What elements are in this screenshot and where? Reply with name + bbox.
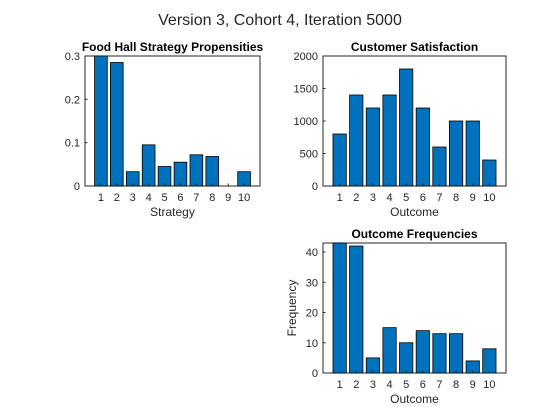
satisfaction-xtick-label: 9 (470, 192, 476, 204)
propensities-xtick-label: 4 (146, 192, 152, 204)
frequencies-xtick-label: 3 (370, 379, 376, 391)
satisfaction-xtick-label: 1 (337, 192, 343, 204)
frequencies-xlabel: Outcome (390, 392, 439, 406)
frequencies-bar-6 (416, 331, 429, 373)
propensities-title: Food Hall Strategy Propensities (82, 40, 264, 54)
frequencies-xtick-label: 8 (453, 379, 459, 391)
propensities-xtick-label: 1 (98, 192, 104, 204)
frequencies-bar-7 (433, 334, 446, 373)
frequencies-ytick-label: 20 (306, 308, 318, 320)
frequencies-bar-5 (400, 343, 413, 373)
figure-title: Version 3, Cohort 4, Iteration 5000 (158, 12, 402, 29)
propensities-xtick-label: 7 (193, 192, 199, 204)
propensities-xtick-label: 10 (238, 192, 250, 204)
frequencies-xtick-label: 1 (337, 379, 343, 391)
satisfaction-bar-10 (483, 160, 496, 186)
propensities-bar-7 (190, 155, 203, 186)
propensities-xlabel: Strategy (150, 205, 195, 219)
propensities-bar-4 (142, 145, 155, 186)
satisfaction-bar-9 (466, 121, 479, 186)
propensities-ytick-label: 0.3 (65, 51, 80, 63)
satisfaction-ytick-label: 0 (312, 181, 318, 193)
frequencies-xtick-label: 4 (386, 379, 392, 391)
propensities-ytick-label: 0 (74, 181, 80, 193)
satisfaction-bar-1 (333, 134, 346, 186)
frequencies-ytick-label: 10 (306, 338, 318, 350)
propensities-xtick-label: 9 (225, 192, 231, 204)
satisfaction-bar-6 (416, 108, 429, 186)
satisfaction-xtick-label: 10 (483, 192, 495, 204)
satisfaction-xtick-label: 3 (370, 192, 376, 204)
satisfaction-xtick-label: 2 (353, 192, 359, 204)
satisfaction-ytick-label: 500 (300, 149, 318, 161)
propensities-ytick-label: 0.2 (65, 94, 80, 106)
propensities-bar-5 (158, 167, 171, 187)
propensities-bar-6 (174, 162, 187, 186)
frequencies-bar-8 (449, 334, 462, 373)
satisfaction-title: Customer Satisfaction (351, 40, 478, 54)
frequencies-bar-1 (333, 243, 346, 373)
satisfaction-xtick-label: 7 (436, 192, 442, 204)
satisfaction-xlabel: Outcome (390, 205, 439, 219)
propensities-xtick-label: 6 (177, 192, 183, 204)
frequencies-bar-2 (350, 246, 363, 373)
frequencies-xtick-label: 2 (353, 379, 359, 391)
frequencies-xtick-label: 10 (483, 379, 495, 391)
satisfaction-bar-3 (366, 108, 379, 186)
frequencies-xtick-label: 5 (403, 379, 409, 391)
satisfaction-bar-4 (383, 95, 396, 186)
frequencies-bar-10 (483, 349, 496, 373)
frequencies-ytick-label: 40 (306, 247, 318, 259)
frequencies-chart: 1 2 3 4 5 6 7 8 9 10 0 10 20 30 40 Outcome Frequencies O… (285, 227, 506, 406)
frequencies-title: Outcome Frequencies (351, 227, 477, 241)
propensities-bar-2 (110, 63, 123, 187)
satisfaction-ytick-label: 2000 (294, 51, 318, 63)
satisfaction-xtick-label: 6 (420, 192, 426, 204)
propensities-xtick-label: 2 (114, 192, 120, 204)
satisfaction-chart: 1 2 3 4 5 6 7 8 9 10 0 500 1000 1500 2000 Customer Sati… (294, 40, 506, 219)
satisfaction-bar-7 (433, 147, 446, 186)
frequencies-xtick-label: 7 (436, 379, 442, 391)
frequencies-xtick-label: 9 (470, 379, 476, 391)
frequencies-ytick-label: 0 (312, 368, 318, 380)
satisfaction-xtick-label: 8 (453, 192, 459, 204)
frequencies-xtick-label: 6 (420, 379, 426, 391)
propensities-bar-1 (95, 56, 108, 186)
propensities-xtick-label: 5 (161, 192, 167, 204)
satisfaction-bar-8 (449, 121, 462, 186)
satisfaction-xtick-label: 5 (403, 192, 409, 204)
frequencies-ytick-label: 30 (306, 277, 318, 289)
frequencies-bar-4 (383, 328, 396, 373)
satisfaction-bar-5 (400, 69, 413, 186)
frequencies-ylabel: Frequency (285, 280, 299, 337)
satisfaction-bar-2 (350, 95, 363, 186)
satisfaction-ytick-label: 1000 (294, 116, 318, 128)
satisfaction-xtick-label: 4 (386, 192, 392, 204)
propensities-ytick-label: 0.1 (65, 138, 80, 150)
satisfaction-ytick-label: 1500 (294, 84, 318, 96)
propensities-xtick-label: 3 (130, 192, 136, 204)
propensities-xtick-label: 8 (209, 192, 215, 204)
propensities-bar-8 (206, 157, 219, 186)
